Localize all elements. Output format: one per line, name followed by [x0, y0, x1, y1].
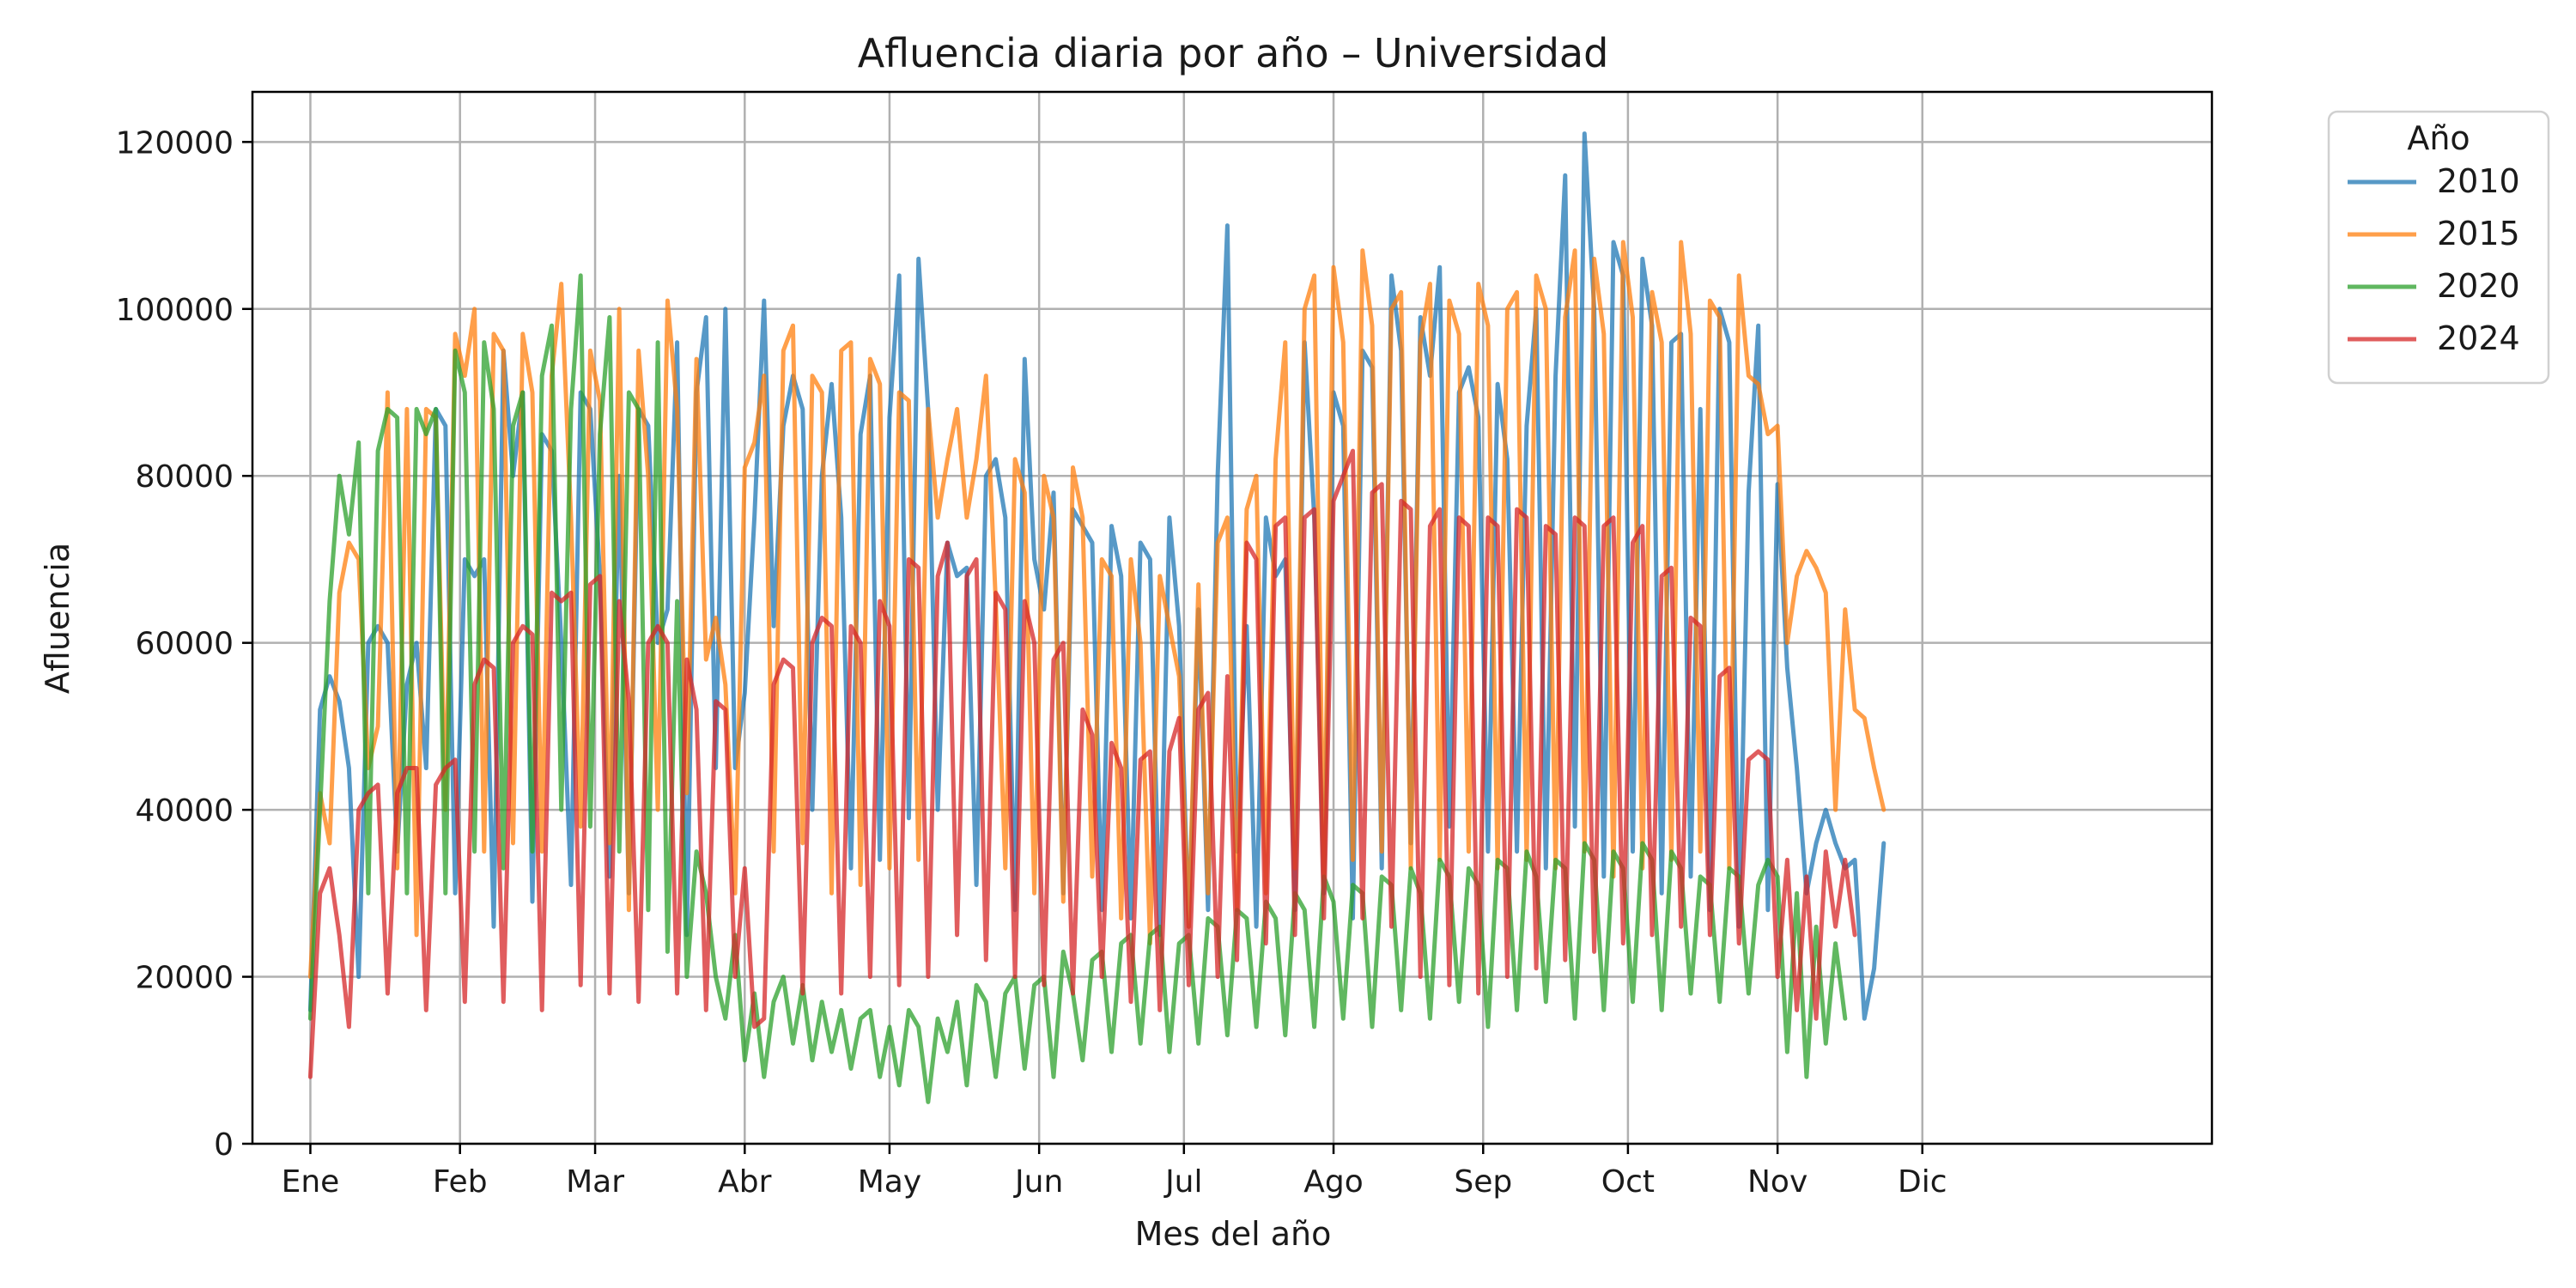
y-tick-label: 20000 [135, 961, 234, 996]
x-tick-label: Oct [1601, 1164, 1655, 1200]
legend-box [2327, 110, 2550, 385]
legend-label: 2015 [2437, 215, 2520, 252]
axis-ticks: 0 20000 40000 60000 80000 100000 120000 Ene Feb M… [116, 125, 1947, 1200]
series-line-2015 [307, 240, 1886, 980]
y-tick-label: 0 [214, 1127, 234, 1163]
legend: Año 2010 2015 2020 2024 [2327, 110, 2550, 385]
legend-items: 2010 2015 2020 2024 [2348, 162, 2520, 357]
x-tick-label: Nov [1747, 1164, 1807, 1200]
x-tick-label: Dic [1898, 1164, 1947, 1200]
y-tick-label: 40000 [135, 793, 234, 829]
x-tick-label: Ago [1303, 1164, 1364, 1200]
series-line-2024 [307, 448, 1857, 1079]
series-line-2020 [307, 273, 1848, 1104]
legend-label: 2020 [2437, 267, 2520, 305]
x-tick-label: Ene [282, 1164, 340, 1200]
chart-title: Afluencia diaria por año – Universidad [858, 30, 1609, 76]
x-tick-label: Sep [1454, 1164, 1512, 1200]
plot-frame [251, 90, 2214, 1145]
x-tick-label: Jun [1013, 1164, 1063, 1200]
series-lines [307, 131, 1886, 1104]
x-tick-label: May [858, 1164, 921, 1200]
legend-label: 2024 [2437, 319, 2520, 357]
x-axis-label: Mes del año [1135, 1215, 1332, 1253]
y-tick-label: 80000 [135, 459, 234, 495]
legend-label: 2010 [2437, 162, 2520, 200]
y-axis-label: Afluencia [39, 543, 76, 694]
legend-title: Año [2407, 119, 2470, 157]
y-tick-label: 100000 [116, 293, 234, 328]
x-tick-label: Feb [433, 1164, 488, 1200]
x-tick-label: Abr [718, 1164, 771, 1200]
x-tick-label: Mar [566, 1164, 624, 1200]
y-tick-label: 60000 [135, 627, 234, 662]
y-tick-label: 120000 [116, 125, 234, 161]
x-tick-label: Jul [1163, 1164, 1202, 1200]
